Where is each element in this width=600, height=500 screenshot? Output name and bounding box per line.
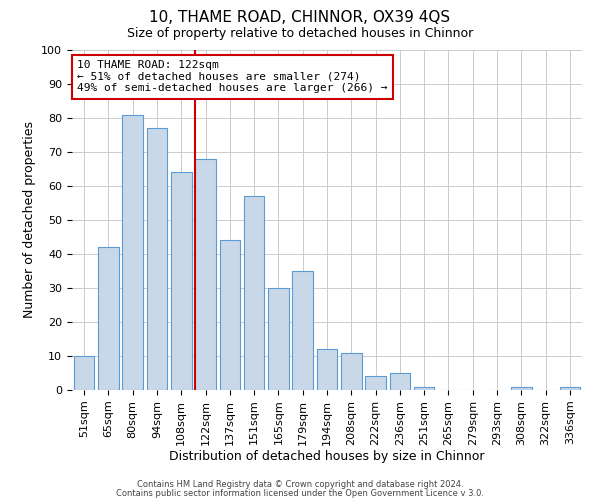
Bar: [171, 172, 191, 390]
Bar: [146, 128, 167, 390]
Text: Contains public sector information licensed under the Open Government Licence v : Contains public sector information licen…: [116, 489, 484, 498]
Bar: [292, 271, 313, 390]
Bar: [195, 159, 216, 390]
Bar: [220, 240, 240, 390]
Bar: [317, 349, 337, 390]
Bar: [268, 288, 289, 390]
Bar: [244, 196, 265, 390]
Bar: [414, 386, 434, 390]
Bar: [365, 376, 386, 390]
Bar: [389, 373, 410, 390]
Text: Contains HM Land Registry data © Crown copyright and database right 2024.: Contains HM Land Registry data © Crown c…: [137, 480, 463, 489]
Bar: [511, 386, 532, 390]
Y-axis label: Number of detached properties: Number of detached properties: [23, 122, 36, 318]
X-axis label: Distribution of detached houses by size in Chinnor: Distribution of detached houses by size …: [169, 450, 485, 464]
Bar: [122, 114, 143, 390]
Bar: [341, 352, 362, 390]
Text: 10, THAME ROAD, CHINNOR, OX39 4QS: 10, THAME ROAD, CHINNOR, OX39 4QS: [149, 10, 451, 25]
Bar: [560, 386, 580, 390]
Bar: [98, 247, 119, 390]
Text: 10 THAME ROAD: 122sqm
← 51% of detached houses are smaller (274)
49% of semi-det: 10 THAME ROAD: 122sqm ← 51% of detached …: [77, 60, 388, 94]
Text: Size of property relative to detached houses in Chinnor: Size of property relative to detached ho…: [127, 28, 473, 40]
Bar: [74, 356, 94, 390]
